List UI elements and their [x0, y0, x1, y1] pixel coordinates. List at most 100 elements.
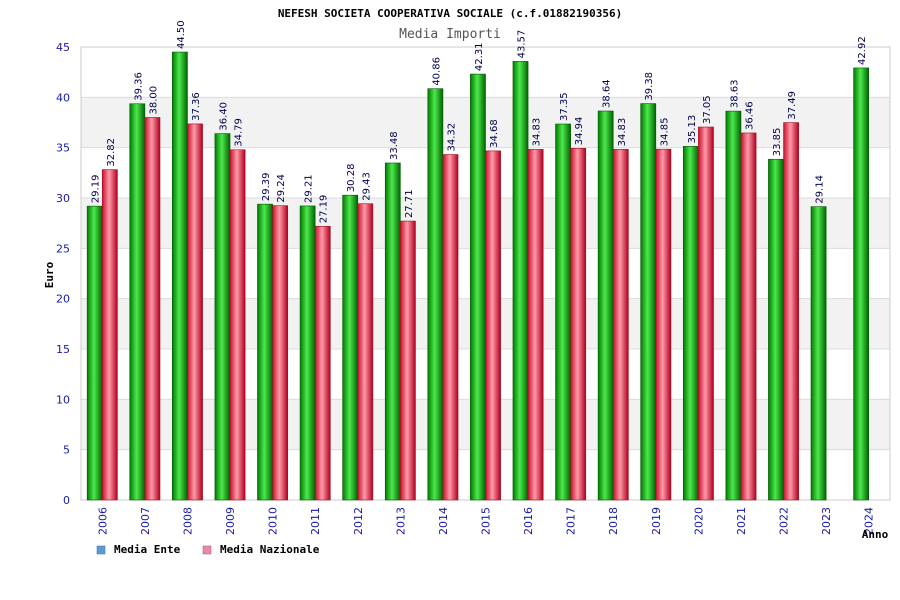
x-tick-label: 2009 [224, 507, 237, 535]
y-tick-label: 45 [56, 41, 70, 54]
data-label: 29.39 [261, 173, 272, 202]
y-axis-label: Euro [43, 261, 56, 288]
y-tick-label: 5 [63, 444, 70, 457]
data-label: 37.49 [787, 91, 798, 120]
legend-label-media-ente: Media Ente [114, 543, 181, 556]
bar-media-ente-2013 [384, 162, 401, 501]
y-tick-label: 10 [56, 393, 70, 406]
legend-swatch-media-nazionale [202, 545, 212, 555]
bar-media-nazionale-2006 [101, 169, 118, 501]
y-tick-label: 30 [56, 192, 70, 205]
data-label: 34.79 [234, 118, 245, 147]
x-tick-label: 2007 [139, 507, 152, 535]
x-tick-label: 2012 [352, 507, 365, 535]
bar-media-nazionale-2009 [229, 149, 246, 501]
data-label: 30.28 [346, 164, 357, 193]
bar-media-ente-2011 [299, 205, 316, 501]
x-tick-label: 2008 [181, 507, 194, 535]
data-label: 29.14 [815, 175, 826, 204]
bar-media-ente-2012 [342, 194, 359, 501]
data-label: 34.32 [446, 123, 457, 152]
bar-media-ente-2017 [555, 123, 571, 501]
y-tick-label: 40 [56, 91, 70, 104]
data-label: 44.50 [176, 20, 187, 49]
bar-media-ente-2007 [129, 103, 146, 501]
legend-label-media-nazionale: Media Nazionale [220, 543, 320, 556]
bar-media-nazionale-2021 [740, 132, 757, 501]
data-label: 29.43 [361, 172, 372, 201]
x-tick-label: 2010 [267, 507, 280, 535]
bar-media-nazionale-2011 [314, 225, 331, 501]
data-label: 34.94 [574, 117, 585, 146]
data-label: 35.13 [687, 115, 698, 144]
data-label: 37.35 [559, 92, 570, 121]
x-tick-label: 2024 [863, 507, 876, 535]
bar-media-ente-2022 [768, 158, 784, 501]
bar-media-nazionale-2015 [485, 150, 501, 501]
y-tick-label: 35 [56, 142, 70, 155]
data-label: 32.82 [106, 138, 117, 167]
data-label: 34.83 [617, 118, 628, 147]
bar-media-nazionale-2014 [442, 154, 459, 501]
data-label: 33.85 [772, 128, 783, 157]
x-tick-label: 2011 [309, 507, 322, 535]
bar-media-nazionale-2020 [698, 126, 714, 501]
data-label: 42.31 [474, 42, 485, 71]
bar-media-ente-2009 [214, 133, 231, 501]
bar-media-ente-2018 [597, 110, 614, 501]
bar-media-nazionale-2008 [187, 123, 203, 501]
x-axis-label: Anno [862, 528, 889, 541]
bar-media-ente-2015 [470, 73, 486, 501]
chart-subtitle: Media Importi [399, 27, 501, 42]
data-label: 39.38 [644, 72, 655, 101]
data-label: 34.85 [659, 118, 670, 147]
y-tick-label: 20 [56, 293, 70, 306]
data-labels: 29.19 32.82 39.36 38.00 44.50 37.36 36.40 34.79… [91, 20, 868, 223]
data-label: 29.21 [304, 174, 315, 203]
bar-media-nazionale-2018 [612, 149, 629, 501]
x-tick-label: 2021 [735, 507, 748, 535]
data-label: 38.63 [729, 79, 740, 108]
x-tick-label: 2023 [820, 507, 833, 535]
bar-media-ente-2019 [640, 103, 657, 501]
data-label: 27.71 [404, 189, 415, 218]
data-label: 33.48 [389, 131, 400, 160]
bar-media-ente-2014 [427, 88, 444, 501]
bar-media-nazionale-2019 [655, 148, 672, 501]
data-label: 34.83 [532, 118, 543, 147]
bar-media-ente-2023 [810, 206, 827, 501]
legend: Media Ente Media Nazionale [96, 543, 320, 556]
y-axis-ticks: 0 5 10 15 20 25 30 35 40 45 [56, 41, 70, 507]
bar-media-nazionale-2022 [783, 122, 799, 501]
bar-media-nazionale-2017 [570, 147, 587, 501]
x-tick-label: 2006 [96, 507, 109, 535]
x-tick-label: 2022 [778, 507, 791, 535]
x-tick-label: 2018 [607, 507, 620, 535]
x-tick-label: 2014 [437, 507, 450, 535]
data-label: 37.05 [702, 95, 713, 124]
bar-media-ente-2010 [257, 203, 273, 501]
x-tick-label: 2015 [480, 507, 493, 535]
legend-swatch-media-ente [96, 545, 106, 555]
data-label: 38.00 [148, 86, 159, 115]
data-label: 40.86 [431, 57, 442, 86]
x-tick-label: 2019 [650, 507, 663, 535]
bar-media-nazionale-2013 [400, 220, 416, 501]
bar-media-nazionale-2010 [272, 205, 289, 501]
bar-media-ente-2024 [853, 67, 870, 501]
data-label: 42.92 [857, 36, 868, 65]
bar-media-ente-2016 [512, 61, 529, 501]
x-tick-label: 2020 [692, 507, 705, 535]
x-tick-label: 2016 [522, 507, 535, 535]
data-label: 38.64 [602, 79, 613, 108]
bar-media-ente-2008 [172, 51, 188, 501]
data-label: 29.24 [276, 174, 287, 203]
x-tick-label: 2013 [394, 507, 407, 535]
data-label: 29.19 [91, 175, 102, 204]
data-label: 43.57 [517, 30, 528, 59]
bars [86, 51, 870, 501]
y-tick-label: 0 [63, 494, 70, 507]
data-label: 37.36 [191, 92, 202, 121]
bar-media-ente-2021 [725, 110, 742, 501]
